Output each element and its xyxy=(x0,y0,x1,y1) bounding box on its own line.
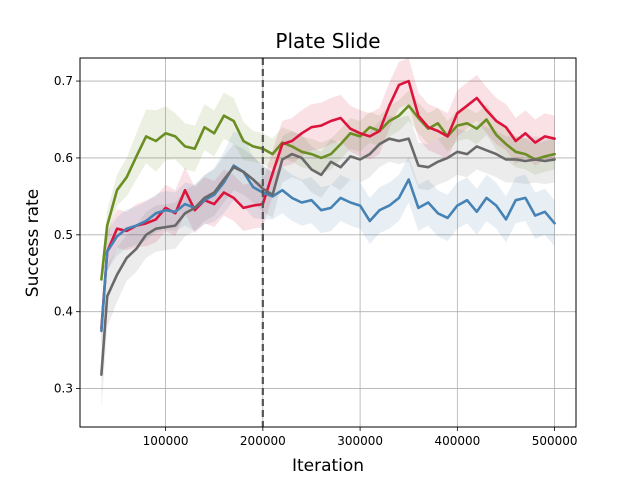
plot-frame xyxy=(79,57,577,428)
series-0-line xyxy=(100,114,265,281)
series-3-band xyxy=(101,131,555,347)
chart-title: Plate Slide xyxy=(275,29,380,53)
y-tick-label: 0.3 xyxy=(54,382,73,396)
series-1-line xyxy=(261,104,556,161)
x-tick-label: 400000 xyxy=(434,434,480,448)
y-tick-label: 0.4 xyxy=(54,305,73,319)
series-4-line xyxy=(100,137,556,377)
y-axis-ticks: 0.3 0.4 0.5 0.6 0.7 xyxy=(54,74,80,396)
y-tick-label: 0.5 xyxy=(54,228,73,242)
x-tick-label: 300000 xyxy=(337,434,383,448)
series-4-band xyxy=(101,115,555,410)
y-tick-label: 0.6 xyxy=(54,151,73,165)
x-axis-title: Iteration xyxy=(292,456,364,476)
series-1-band xyxy=(262,90,555,175)
y-axis-title: Success rate xyxy=(23,189,43,297)
x-tick-label: 100000 xyxy=(143,434,189,448)
series-lines xyxy=(100,79,556,377)
x-tick-label: 500000 xyxy=(532,434,578,448)
x-tick-label: 200000 xyxy=(240,434,286,448)
series-3-line xyxy=(100,164,556,333)
y-tick-label: 0.7 xyxy=(54,74,73,88)
x-axis-ticks: 100000 200000 300000 400000 500000 xyxy=(143,427,578,448)
